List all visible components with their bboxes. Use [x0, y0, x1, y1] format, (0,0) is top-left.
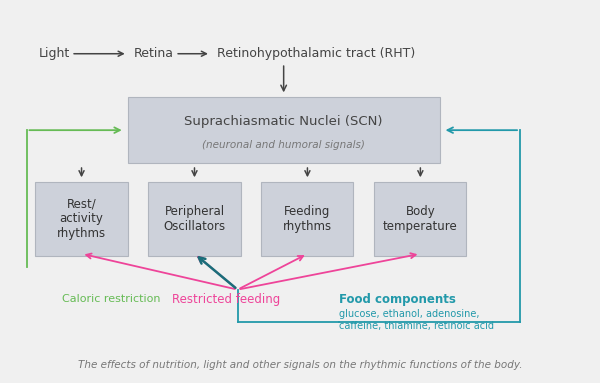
Text: Suprachiasmatic Nuclei (SCN): Suprachiasmatic Nuclei (SCN) — [184, 115, 383, 128]
FancyBboxPatch shape — [128, 97, 440, 163]
Text: glucose, ethanol, adenosine,
caffeine, thiamine, retinoic acid: glucose, ethanol, adenosine, caffeine, t… — [338, 309, 494, 331]
FancyBboxPatch shape — [148, 182, 241, 256]
Text: Caloric restriction: Caloric restriction — [62, 294, 161, 304]
Text: Restricted feeding: Restricted feeding — [172, 293, 280, 306]
Text: Peripheral
Oscillators: Peripheral Oscillators — [163, 205, 226, 233]
Text: (neuronal and humoral signals): (neuronal and humoral signals) — [202, 140, 365, 150]
Text: Rest/
activity
rhythms: Rest/ activity rhythms — [57, 197, 106, 241]
Text: Retina: Retina — [134, 47, 173, 60]
Text: Retinohypothalamic tract (RHT): Retinohypothalamic tract (RHT) — [217, 47, 415, 60]
FancyBboxPatch shape — [262, 182, 353, 256]
Text: Feeding
rhythms: Feeding rhythms — [283, 205, 332, 233]
FancyBboxPatch shape — [374, 182, 466, 256]
FancyBboxPatch shape — [35, 182, 128, 256]
Text: The effects of nutrition, light and other signals on the rhythmic functions of t: The effects of nutrition, light and othe… — [78, 360, 522, 370]
Text: Light: Light — [38, 47, 70, 60]
Text: Food components: Food components — [338, 293, 455, 306]
Text: Body
temperature: Body temperature — [383, 205, 458, 233]
